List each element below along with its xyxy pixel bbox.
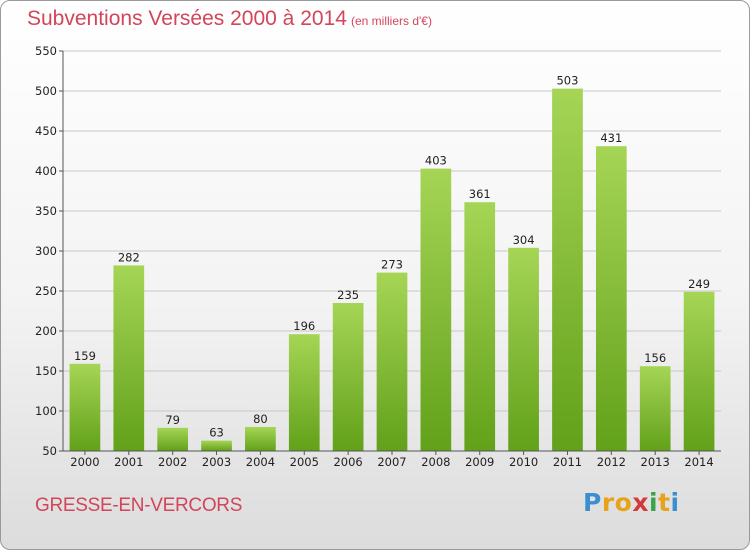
logo-letter: t — [658, 488, 671, 517]
logo-letter: r — [601, 488, 615, 517]
value-label-2014: 249 — [688, 277, 710, 291]
logo-letter: P — [583, 488, 602, 517]
bar-2006 — [332, 303, 364, 451]
chart-title: Subventions Versées 2000 à 2014 — [27, 7, 347, 30]
x-tick-label-2014: 2014 — [684, 455, 713, 469]
value-label-2010: 304 — [513, 233, 535, 247]
logo-letter: i — [670, 488, 680, 517]
bar-2000 — [69, 363, 101, 451]
bar-2009 — [464, 202, 496, 451]
y-tick-label: 200 — [35, 324, 57, 338]
x-tick-label-2007: 2007 — [377, 455, 406, 469]
bar-2001 — [113, 265, 145, 451]
y-tick-label: 150 — [35, 364, 57, 378]
value-label-2006: 235 — [337, 288, 359, 302]
y-tick-label: 500 — [35, 84, 57, 98]
y-tick-label: 550 — [35, 44, 57, 58]
x-tick-label-2012: 2012 — [597, 455, 626, 469]
x-tick-label-2008: 2008 — [421, 455, 450, 469]
y-tick-label: 450 — [35, 124, 57, 138]
x-tick-label-2002: 2002 — [158, 455, 187, 469]
x-tick-label-2003: 2003 — [202, 455, 231, 469]
x-tick-label-2010: 2010 — [509, 455, 538, 469]
axes — [59, 50, 721, 455]
value-label-2007: 273 — [381, 258, 403, 272]
bar-2004 — [245, 427, 276, 451]
bars — [69, 88, 715, 451]
logo-letter: x — [632, 488, 649, 517]
bar-2014 — [683, 291, 715, 451]
value-label-2002: 79 — [165, 413, 180, 427]
x-tick-label-2001: 2001 — [114, 455, 143, 469]
value-label-2001: 282 — [118, 250, 140, 264]
chart-subtitle: (en milliers d'€) — [351, 14, 432, 28]
y-tick-label: 50 — [42, 444, 57, 458]
x-tick-label-2005: 2005 — [290, 455, 319, 469]
value-label-2008: 403 — [425, 154, 447, 168]
value-label-2000: 159 — [74, 349, 96, 363]
bar-2002 — [157, 427, 189, 451]
commune-name: GRESSE-EN-VERCORS — [35, 495, 243, 516]
value-label-2011: 503 — [556, 74, 578, 88]
y-tick-label: 250 — [35, 284, 57, 298]
value-label-2005: 196 — [293, 319, 315, 333]
x-tick-label-2009: 2009 — [465, 455, 494, 469]
value-label-2003: 63 — [209, 426, 224, 440]
bar-2003 — [201, 440, 232, 451]
bar-2013 — [639, 366, 671, 451]
labels: 50 100 150 200 250 300 350 400 450 500 550 159 2000 2… — [35, 44, 714, 469]
y-tick-label: 300 — [35, 244, 57, 258]
bar-2008 — [420, 168, 452, 451]
bar-2005 — [288, 334, 320, 451]
bar-2011 — [552, 88, 583, 451]
logo-letter: i — [649, 488, 659, 517]
value-label-2004: 80 — [253, 412, 268, 426]
bar-2007 — [376, 272, 408, 451]
proxiti-logo[interactable]: Proxiti — [583, 488, 680, 517]
x-tick-label-2011: 2011 — [553, 455, 582, 469]
y-tick-label: 350 — [35, 204, 57, 218]
value-label-2013: 156 — [644, 351, 666, 365]
y-tick-label: 100 — [35, 404, 57, 418]
value-label-2009: 361 — [469, 187, 491, 201]
logo-letter: o — [614, 488, 633, 517]
x-tick-label-2000: 2000 — [70, 455, 99, 469]
x-tick-label-2004: 2004 — [246, 455, 275, 469]
y-tick-label: 400 — [35, 164, 57, 178]
bar-2012 — [595, 146, 627, 451]
value-label-2012: 431 — [600, 131, 622, 145]
x-tick-label-2006: 2006 — [333, 455, 362, 469]
x-tick-label-2013: 2013 — [641, 455, 670, 469]
bar-2010 — [508, 247, 539, 451]
